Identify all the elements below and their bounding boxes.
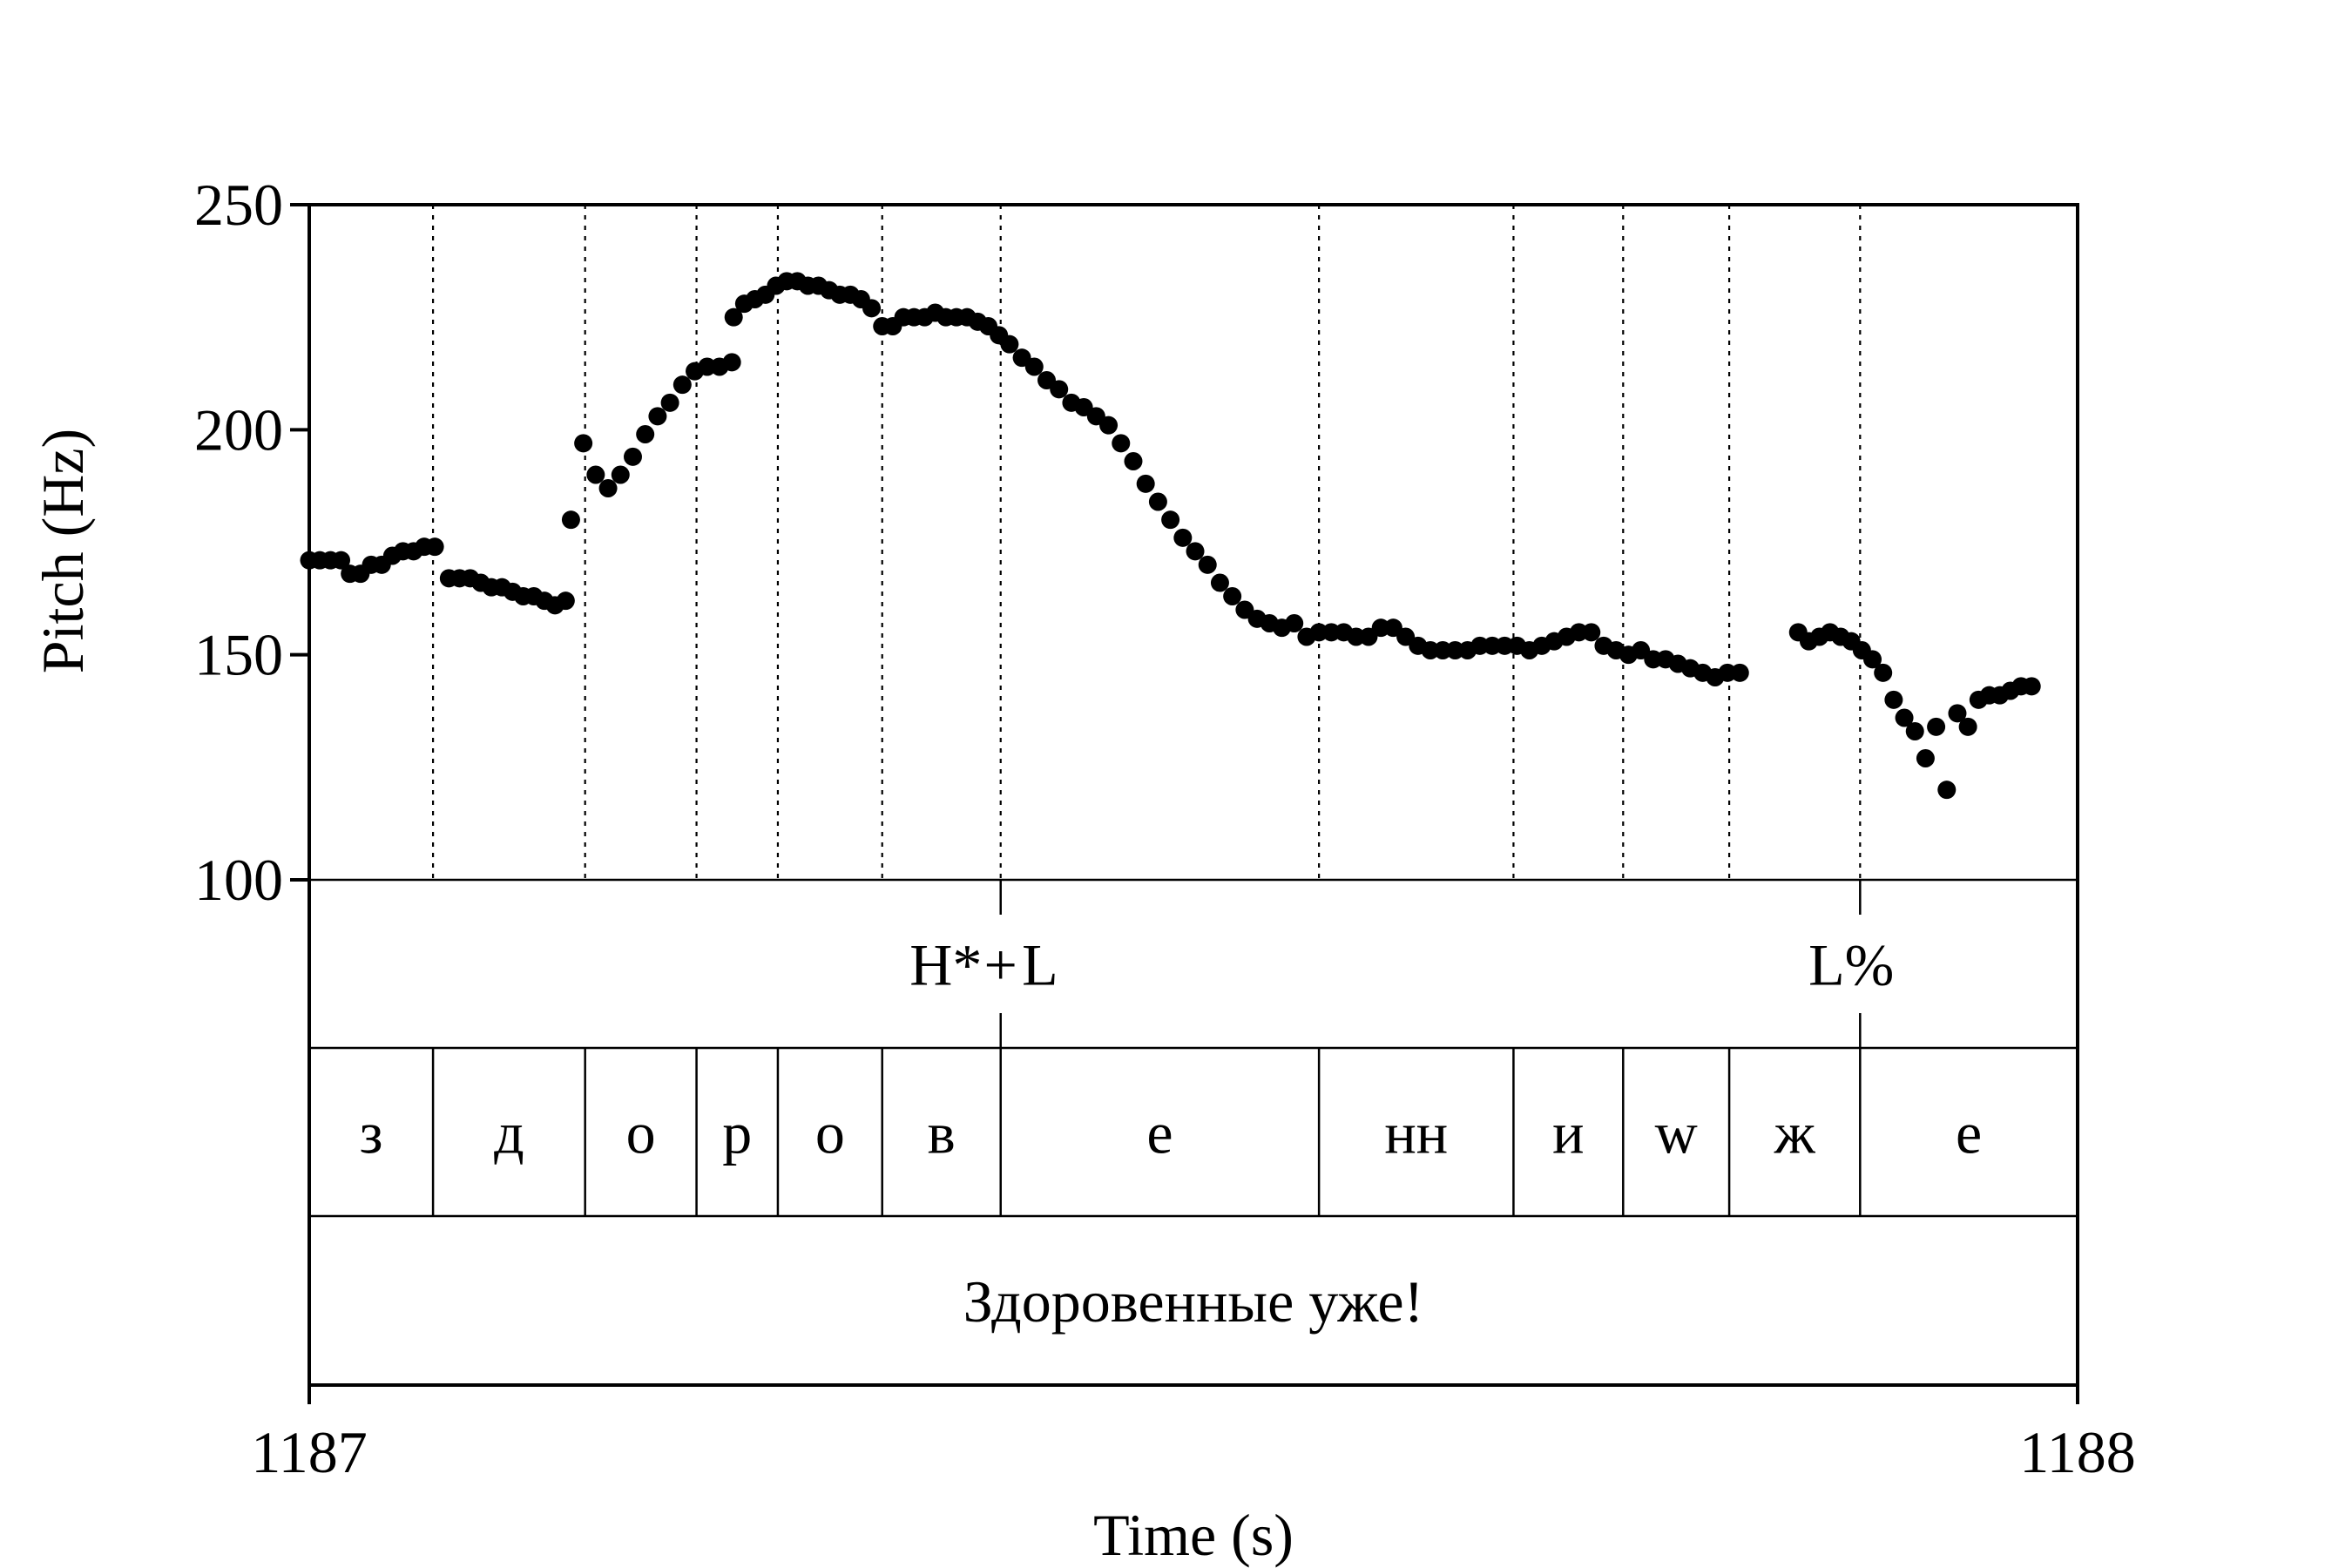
pitch-point-112 — [1582, 623, 1601, 642]
tone-label-2: L — [1022, 932, 1058, 998]
segment-label-7: нн — [1384, 1100, 1448, 1166]
pitch-point-138 — [1927, 717, 1946, 736]
pitch-point-137 — [1916, 749, 1935, 767]
pitch-point-29 — [611, 465, 630, 484]
segment-label-11: е — [1956, 1100, 1982, 1166]
utterance-text: Здоровенные уже! — [963, 1268, 1424, 1335]
segment-label-1: д — [494, 1100, 524, 1166]
pitch-point-26 — [574, 434, 593, 453]
segment-label-10: ж — [1774, 1100, 1816, 1166]
pitch-point-69 — [1050, 380, 1069, 399]
pitch-point-141 — [1958, 717, 1977, 736]
plot-frame — [308, 203, 2079, 1387]
pitch-point-133 — [1874, 663, 1893, 682]
pitch-point-76 — [1136, 474, 1155, 493]
pitch-point-3 — [332, 551, 351, 570]
pitch-points — [300, 272, 2041, 800]
y-tick-label-150: 150 — [194, 622, 283, 688]
segment-label-9: w — [1655, 1100, 1698, 1166]
pitch-point-25 — [561, 510, 580, 530]
pitch-point-134 — [1884, 690, 1903, 709]
pitch-point-140 — [1948, 704, 1967, 723]
pitch-point-33 — [660, 393, 679, 412]
y-axis-ticks: 100 150 200 250 — [194, 172, 309, 913]
pitch-point-12 — [425, 537, 444, 557]
pitch-point-79 — [1173, 528, 1193, 547]
pitch-point-136 — [1905, 722, 1924, 740]
pitch-point-32 — [648, 407, 667, 426]
pitch-point-88 — [1285, 614, 1304, 632]
x-axis-label: Time (s) — [1093, 1502, 1294, 1568]
pitch-point-31 — [636, 425, 655, 443]
pitch-point-27 — [586, 465, 605, 484]
pitch-point-75 — [1124, 452, 1143, 470]
pitch-point-52 — [862, 299, 882, 318]
pitch-point-83 — [1223, 587, 1242, 605]
pitch-point-81 — [1198, 555, 1217, 574]
segment-label-2: о — [626, 1100, 656, 1166]
segment-label-8: и — [1552, 1100, 1584, 1166]
pitch-point-78 — [1161, 510, 1180, 530]
annotation-tiers: H* + L L% з д о р о в е нн и w ж е — [360, 880, 1982, 1216]
pitch-point-139 — [1937, 781, 1957, 800]
y-tick-label-200: 200 — [194, 396, 283, 463]
pitch-point-24 — [556, 591, 575, 611]
x-tick-label-1: 1188 — [2019, 1419, 2135, 1485]
pitch-point-74 — [1112, 434, 1131, 453]
pitch-point-38 — [722, 353, 741, 372]
segment-label-0: з — [360, 1100, 383, 1166]
tone-label-1: + — [984, 932, 1017, 998]
pitch-point-28 — [598, 479, 618, 497]
pitch-point-65 — [1000, 335, 1019, 354]
pitch-point-30 — [623, 447, 642, 466]
pitch-point-135 — [1895, 708, 1914, 727]
segment-label-5: в — [928, 1100, 956, 1166]
pitch-point-67 — [1024, 357, 1044, 376]
boundary-guides — [432, 205, 1862, 880]
segment-label-3: р — [722, 1100, 752, 1166]
pitch-point-80 — [1186, 542, 1205, 561]
x-axis-ticks: 1187 1188 — [251, 1385, 2136, 1485]
pitch-point-39 — [724, 308, 743, 327]
pitch-point-82 — [1210, 573, 1229, 592]
pitch-point-34 — [672, 375, 692, 395]
x-tick-label-0: 1187 — [251, 1419, 367, 1485]
y-axis-label: Pitch (Hz) — [30, 429, 96, 673]
tone-label-0: H* — [909, 932, 982, 998]
pitch-point-124 — [1730, 663, 1749, 682]
pitch-point-147 — [2022, 677, 2041, 696]
pitch-point-132 — [1863, 650, 1882, 669]
pitch-point-73 — [1099, 416, 1119, 435]
segment-label-4: о — [815, 1100, 845, 1166]
pitch-point-77 — [1148, 492, 1167, 511]
y-tick-label-250: 250 — [194, 172, 283, 238]
tone-label-3: L% — [1808, 932, 1894, 998]
segment-label-6: е — [1146, 1100, 1173, 1166]
y-tick-label-100: 100 — [194, 847, 283, 913]
